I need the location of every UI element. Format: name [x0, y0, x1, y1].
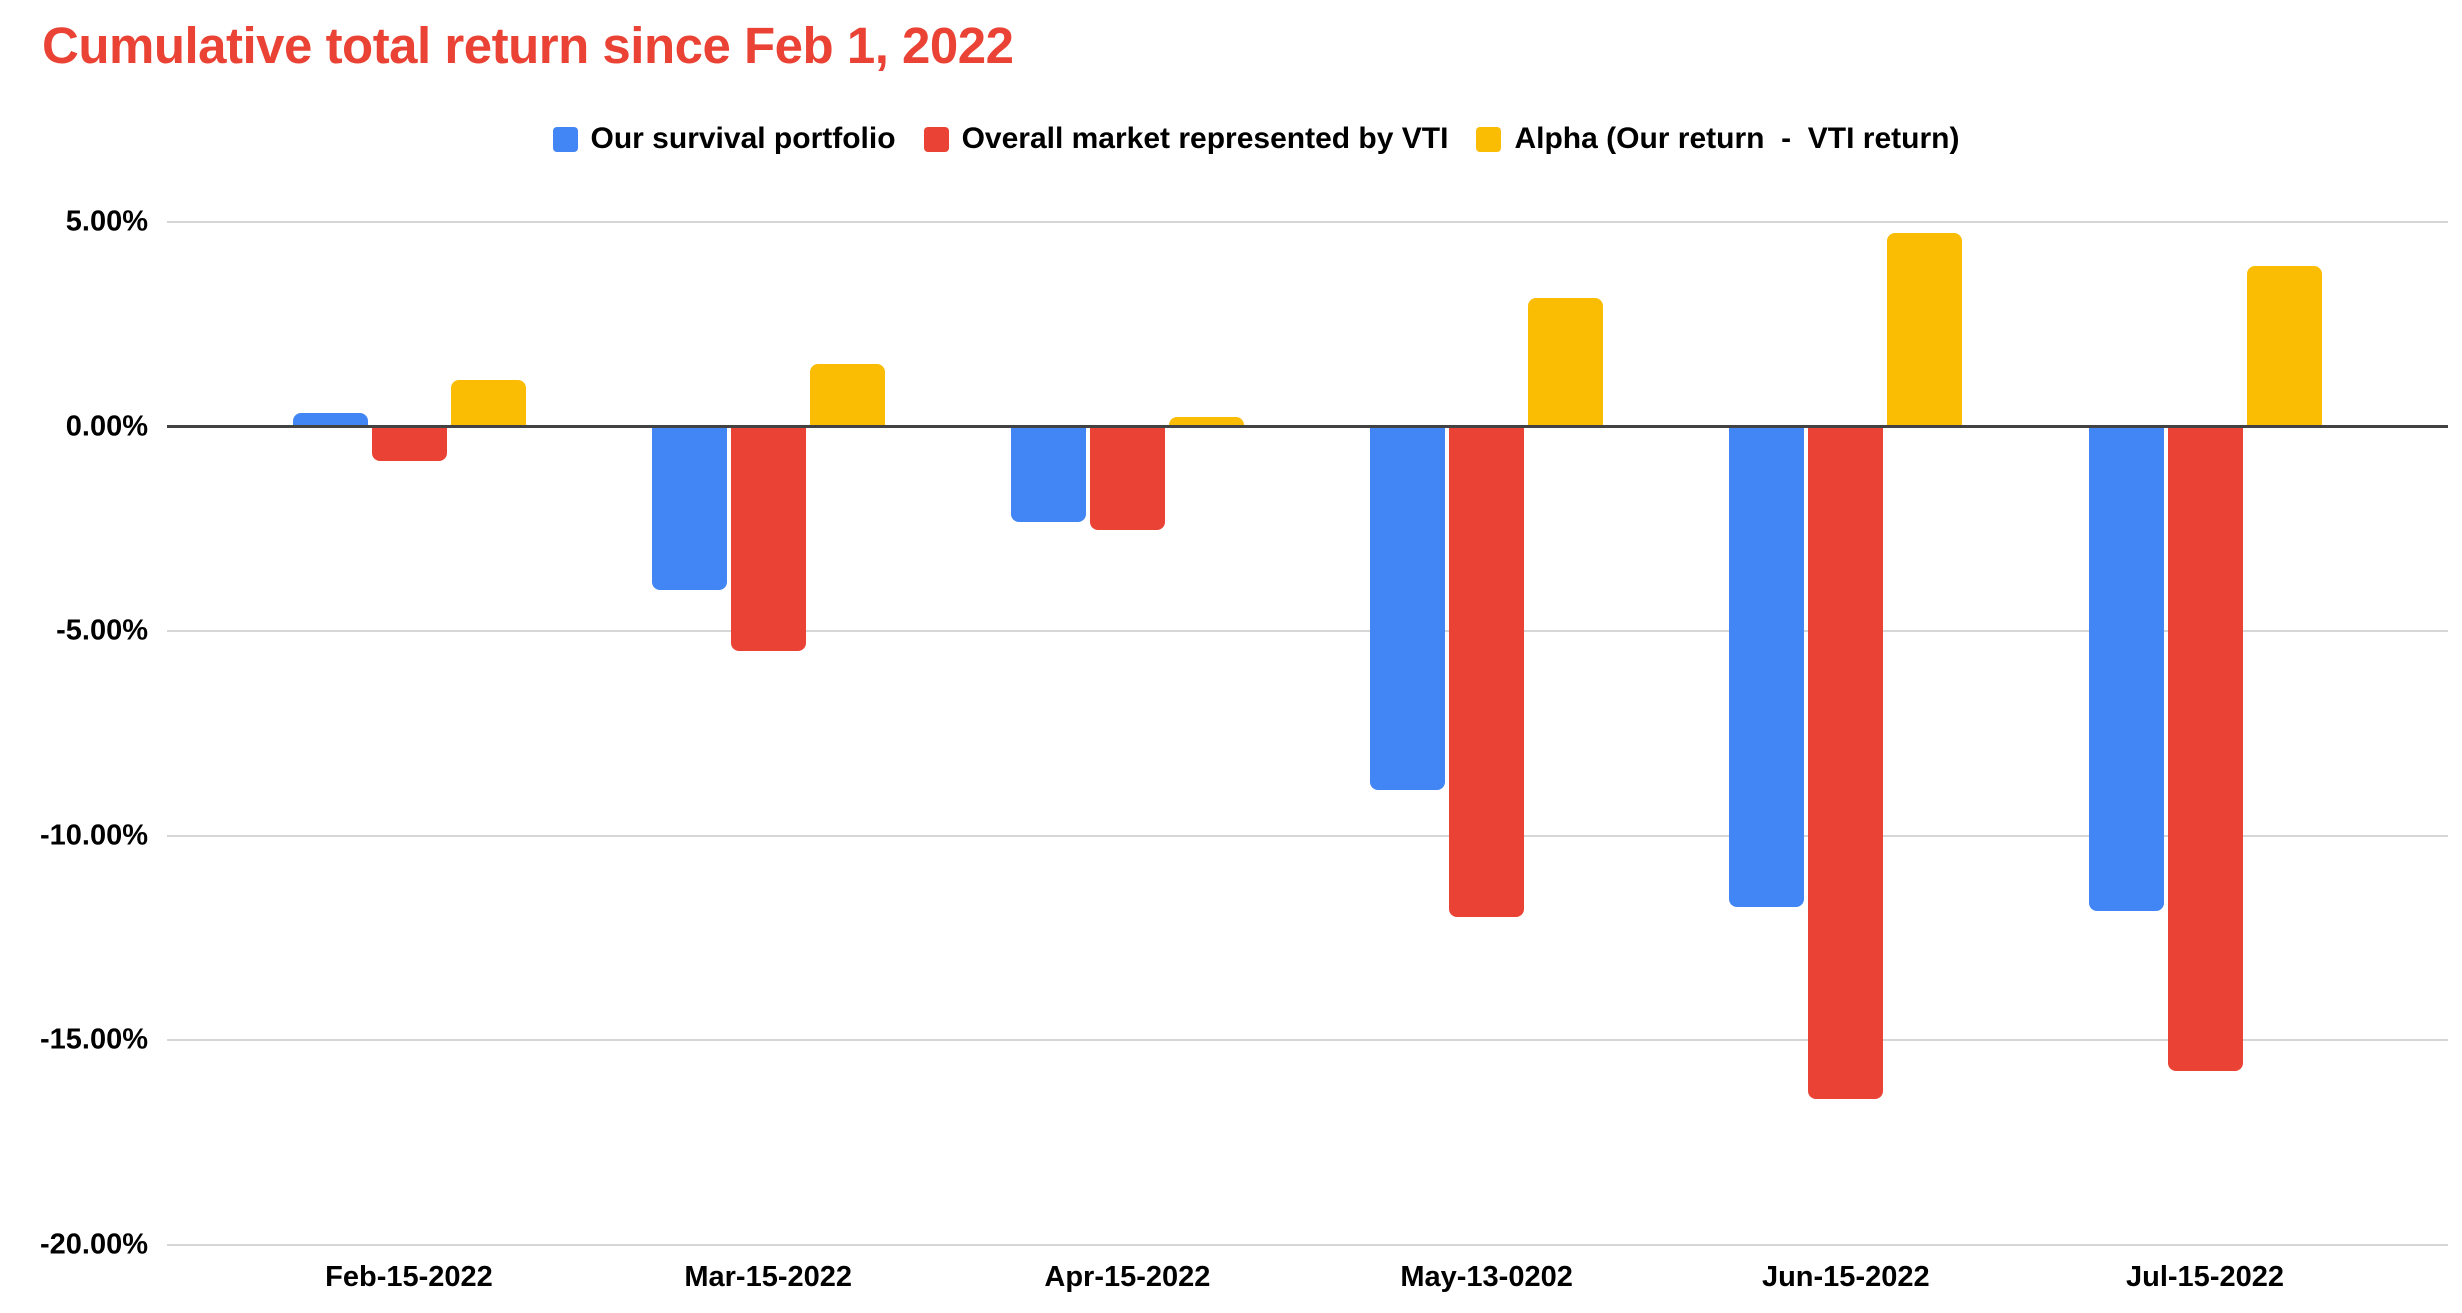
- bar: [371, 428, 447, 461]
- y-axis-tick-label: 5.00%: [65, 205, 148, 238]
- y-axis-tick-label: -20.00%: [39, 1228, 148, 1261]
- bar: [450, 380, 526, 426]
- bar: [1729, 428, 1805, 907]
- chart-legend: Our survival portfolio Overall market re…: [50, 120, 2462, 158]
- bar: [651, 428, 727, 590]
- bar: [2246, 265, 2322, 426]
- bar: [2088, 428, 2164, 911]
- bar: [292, 412, 368, 426]
- bar: [1089, 428, 1165, 531]
- y-axis-tick-label: -15.00%: [39, 1023, 148, 1056]
- bar: [1449, 428, 1525, 918]
- legend-swatch-red-icon: [923, 126, 949, 152]
- bar: [1887, 232, 1963, 426]
- x-axis-tick-label: May-13-0202: [1400, 1261, 1573, 1293]
- x-axis-tick-label: Jun-15-2022: [1761, 1261, 1930, 1293]
- legend-item-overall-market-vti: Overall market represented by VTI: [923, 122, 1449, 156]
- legend-item-label: Our survival portfolio: [590, 122, 896, 155]
- zero-baseline: [167, 425, 2448, 429]
- x-axis-tick-label: Jul-15-2022: [2126, 1261, 2284, 1293]
- legend-swatch-yellow-icon: [1476, 126, 1502, 152]
- gridline: [167, 834, 2448, 837]
- legend-item-our-survival-portfolio: Our survival portfolio: [552, 122, 896, 156]
- x-axis: Feb-15-2022 Mar-15-2022 Apr-15-2022 May-13-…: [167, 1261, 2448, 1301]
- gridline: [167, 1039, 2448, 1042]
- chart-title: Cumulative total return since Feb 1, 202…: [42, 17, 1014, 74]
- y-axis-tick-label: -10.00%: [39, 819, 148, 852]
- legend-swatch-blue-icon: [552, 126, 578, 152]
- legend-item-alpha: Alpha (Our return - VTI return): [1476, 122, 1959, 156]
- bar: [1528, 298, 1604, 426]
- gridline: [167, 630, 2448, 633]
- legend-item-label: Alpha (Our return - VTI return): [1514, 122, 1960, 155]
- bar: [809, 363, 885, 426]
- bar: [2167, 428, 2243, 1071]
- bar: [730, 428, 806, 652]
- gridline: [167, 1244, 2448, 1246]
- bar: [1808, 428, 1884, 1100]
- bar: [1010, 428, 1086, 523]
- legend-item-label: Overall market represented by VTI: [961, 122, 1449, 155]
- x-axis-tick-label: Apr-15-2022: [1044, 1261, 1211, 1293]
- bar: [1370, 428, 1446, 791]
- plot-area: [167, 221, 2448, 1246]
- x-axis-tick-label: Mar-15-2022: [684, 1261, 853, 1293]
- bar: [1168, 416, 1244, 426]
- x-axis-tick-label: Feb-15-2022: [325, 1261, 493, 1293]
- y-axis-tick-label: -5.00%: [56, 614, 148, 647]
- gridline: [167, 221, 2448, 223]
- y-axis-tick-label: 0.00%: [65, 410, 148, 443]
- y-axis: 5.00% 0.00% -5.00% -10.00% -15.00% -20.00%: [0, 206, 148, 1261]
